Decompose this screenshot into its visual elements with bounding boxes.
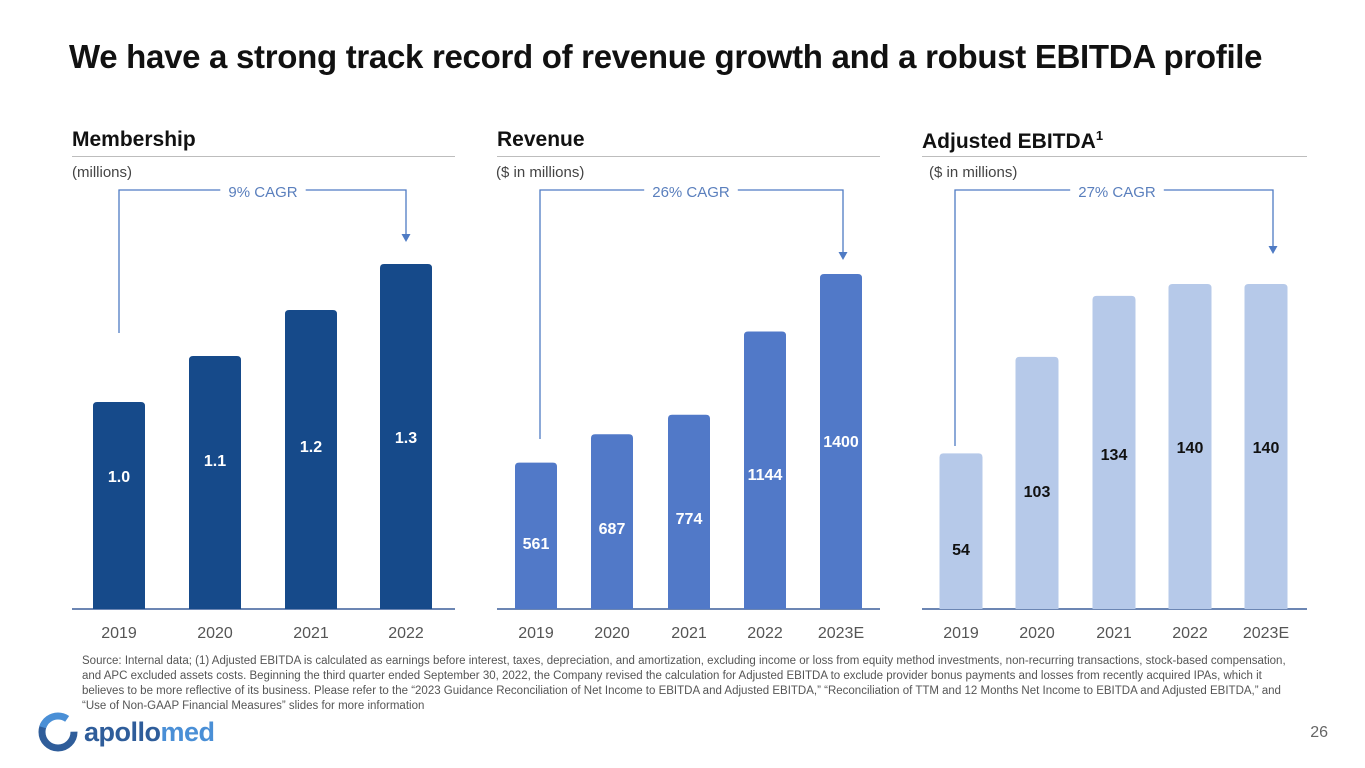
ebitda-data-label: 140	[1253, 440, 1280, 457]
ebitda-tick-label: 2022	[1172, 625, 1208, 642]
ebitda-bar	[1168, 284, 1212, 609]
ebitda-tick-label: 2020	[1019, 625, 1055, 642]
membership-tick-label: 2019	[101, 625, 137, 642]
revenue-title-rule	[497, 156, 880, 157]
apollomed-logo: apollomed	[38, 712, 215, 752]
ebitda-tick-label: 2023E	[1243, 625, 1289, 642]
footnote-marker: 1	[1095, 128, 1104, 143]
ebitda-bar	[1092, 295, 1136, 609]
ebitda-cagr-arrow	[1268, 246, 1278, 254]
revenue-tick-label: 2019	[518, 625, 554, 642]
revenue-tick-label: 2022	[747, 625, 783, 642]
bar-charts: 1.0 2019 1.1 2020 1.2 2021 1.3 2022 9% CAGR 561 20…	[72, 184, 1307, 642]
membership-bar	[380, 264, 432, 609]
page-number: 26	[1310, 724, 1328, 741]
source-footnote: Source: Internal data; (1) Adjusted EBIT…	[82, 655, 1286, 712]
revenue-tick-label: 2021	[671, 625, 707, 642]
membership-cagr-arrow	[401, 234, 411, 242]
ebitda-bar	[1244, 284, 1288, 609]
revenue-chart-title: Revenue	[497, 128, 585, 151]
membership-data-label: 1.3	[395, 430, 417, 447]
membership-tick-label: 2021	[293, 625, 329, 642]
ebitda-title-rule	[922, 156, 1307, 157]
logo-wordmark: apollomed	[84, 716, 215, 747]
revenue-bar	[515, 462, 557, 609]
membership-bar	[285, 310, 337, 609]
membership-data-label: 1.2	[300, 439, 322, 456]
revenue-bar	[591, 434, 633, 609]
revenue-bar	[820, 274, 862, 609]
revenue-data-label: 774	[676, 511, 703, 528]
revenue-unit: ($ in millions)	[496, 164, 585, 181]
membership-data-label: 1.1	[204, 453, 226, 470]
ebitda-data-label: 54	[952, 542, 970, 559]
revenue-data-label: 1400	[823, 434, 859, 451]
apollomed-logo-icon	[38, 712, 78, 752]
membership-cagr-bracket-left	[118, 189, 221, 333]
ebitda-cagr-label: 27% CAGR	[1078, 184, 1156, 201]
membership-data-label: 1.0	[108, 469, 130, 486]
ebitda-data-label: 134	[1101, 447, 1128, 464]
membership-tick-label: 2020	[197, 625, 233, 642]
membership-chart-title: Membership	[72, 128, 196, 151]
ebitda-data-label: 140	[1177, 440, 1204, 457]
membership-unit: (millions)	[72, 164, 132, 181]
membership-cagr-bracket-right	[305, 189, 407, 236]
membership-tick-label: 2022	[388, 625, 424, 642]
revenue-tick-label: 2020	[594, 625, 630, 642]
ebitda-unit: ($ in millions)	[929, 164, 1018, 181]
ebitda-cagr-bracket-right	[1163, 189, 1274, 248]
revenue-tick-label: 2023E	[818, 625, 864, 642]
revenue-cagr-bracket-right	[737, 189, 844, 254]
membership-bar	[189, 356, 241, 609]
revenue-bar	[744, 331, 786, 609]
membership-bar	[93, 402, 145, 609]
revenue-cagr-arrow	[838, 252, 848, 260]
revenue-data-label: 687	[599, 521, 626, 538]
ebitda-bar	[1015, 356, 1059, 609]
ebitda-bar	[939, 453, 983, 609]
slide-title: We have a strong track record of revenue…	[69, 38, 1263, 75]
ebitda-data-label: 103	[1024, 484, 1051, 501]
revenue-data-label: 561	[523, 536, 550, 553]
revenue-cagr-bracket-left	[539, 189, 645, 439]
membership-cagr-label: 9% CAGR	[228, 184, 297, 201]
ebitda-tick-label: 2021	[1096, 625, 1132, 642]
revenue-bar	[668, 414, 710, 609]
ebitda-chart-title: Adjusted EBITDA1	[922, 128, 1104, 153]
ebitda-tick-label: 2019	[943, 625, 979, 642]
revenue-cagr-label: 26% CAGR	[652, 184, 730, 201]
membership-title-rule	[72, 156, 455, 157]
ebitda-cagr-bracket-left	[954, 189, 1071, 446]
revenue-data-label: 1144	[748, 467, 783, 484]
